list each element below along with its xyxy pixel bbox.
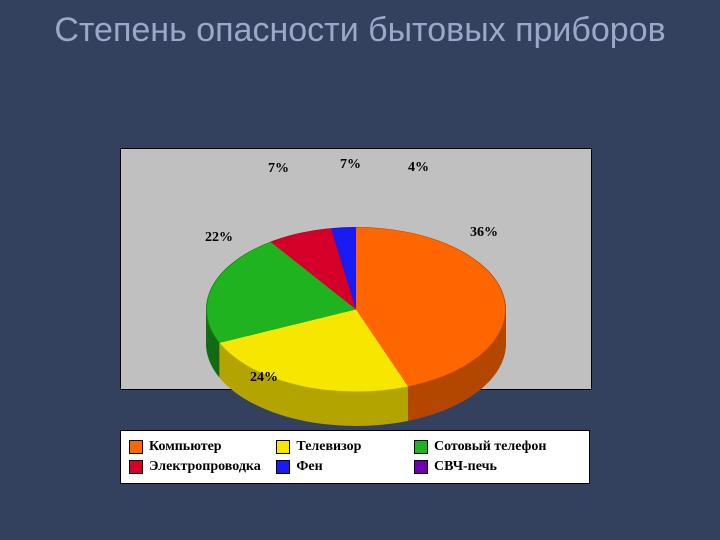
chart-title: Степень опасности бытовых приборов — [0, 8, 720, 52]
legend-label: Электропроводка — [149, 459, 261, 475]
legend-item: СВЧ-печь — [414, 457, 581, 477]
slice-label: 24% — [250, 370, 278, 386]
legend-item: Сотовый телефон — [414, 437, 581, 457]
legend-swatch — [276, 460, 290, 474]
legend-item: Компьютер — [129, 437, 276, 457]
chart-panel — [120, 148, 592, 390]
slice-label: 7% — [340, 157, 361, 173]
legend-item: Фен — [276, 457, 414, 477]
legend-label: Сотовый телефон — [434, 439, 546, 455]
legend-swatch — [276, 440, 290, 454]
legend-item: Электропроводка — [129, 457, 276, 477]
legend-label: Компьютер — [149, 439, 222, 455]
legend: Компьютер Телевизор Сотовый телефон Электро… — [120, 430, 590, 484]
legend-item: Телевизор — [276, 437, 414, 457]
slice-label: 22% — [205, 230, 233, 246]
legend-swatch — [129, 440, 143, 454]
slice-label: 4% — [408, 160, 429, 176]
legend-swatch — [129, 460, 143, 474]
slice-label: 36% — [470, 225, 498, 241]
legend-label: Телевизор — [296, 439, 361, 455]
slice-label: 7% — [268, 161, 289, 177]
legend-swatch — [414, 460, 428, 474]
legend-label: СВЧ-печь — [434, 459, 497, 475]
legend-swatch — [414, 440, 428, 454]
pie-chart — [206, 160, 506, 359]
chart-inner — [191, 159, 521, 359]
legend-label: Фен — [296, 459, 322, 475]
